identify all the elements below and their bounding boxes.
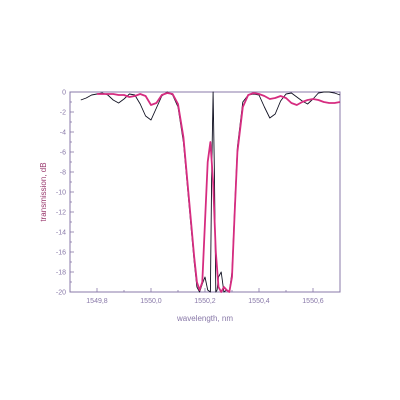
x-tick-label: 1550,2	[194, 298, 216, 305]
plot-frame	[69, 91, 341, 293]
x-tick-label: 1550,6	[302, 298, 324, 305]
y-tick-label: -12	[56, 210, 66, 217]
series-line-black	[80, 91, 341, 293]
y-tick-label: -4	[60, 130, 66, 137]
y-axis-title: transmission, dB	[39, 162, 48, 221]
series-line-magenta	[97, 92, 341, 293]
y-tick-label: -16	[56, 250, 66, 257]
y-tick-label: -20	[56, 290, 66, 297]
y-axis-ticks: 0 -2 -4 -6 -8 -10 -12 -14 -16 -18 -20	[56, 90, 74, 297]
y-tick-label: -18	[56, 270, 66, 277]
y-tick-label: -2	[60, 110, 66, 117]
series-layer	[80, 91, 341, 293]
y-tick-label: -14	[56, 230, 66, 237]
x-tick-label: 1550,4	[248, 298, 270, 305]
x-axis-title: wavelength, nm	[176, 314, 233, 323]
x-tick-label: 1549,8	[86, 298, 108, 305]
x-tick-label: 1550,0	[140, 298, 162, 305]
y-tick-label: -8	[60, 170, 66, 177]
y-tick-label: -6	[60, 150, 66, 157]
y-tick-label: 0	[62, 90, 66, 97]
x-axis-ticks: 1549,8 1550,0 1550,2 1550,4 1550,6	[69, 288, 341, 305]
plot-area: 0 -2 -4 -6 -8 -10 -12 -14 -16 -18 -20 1549,8 1550,0…	[56, 90, 341, 305]
y-tick-label: -10	[56, 190, 66, 197]
